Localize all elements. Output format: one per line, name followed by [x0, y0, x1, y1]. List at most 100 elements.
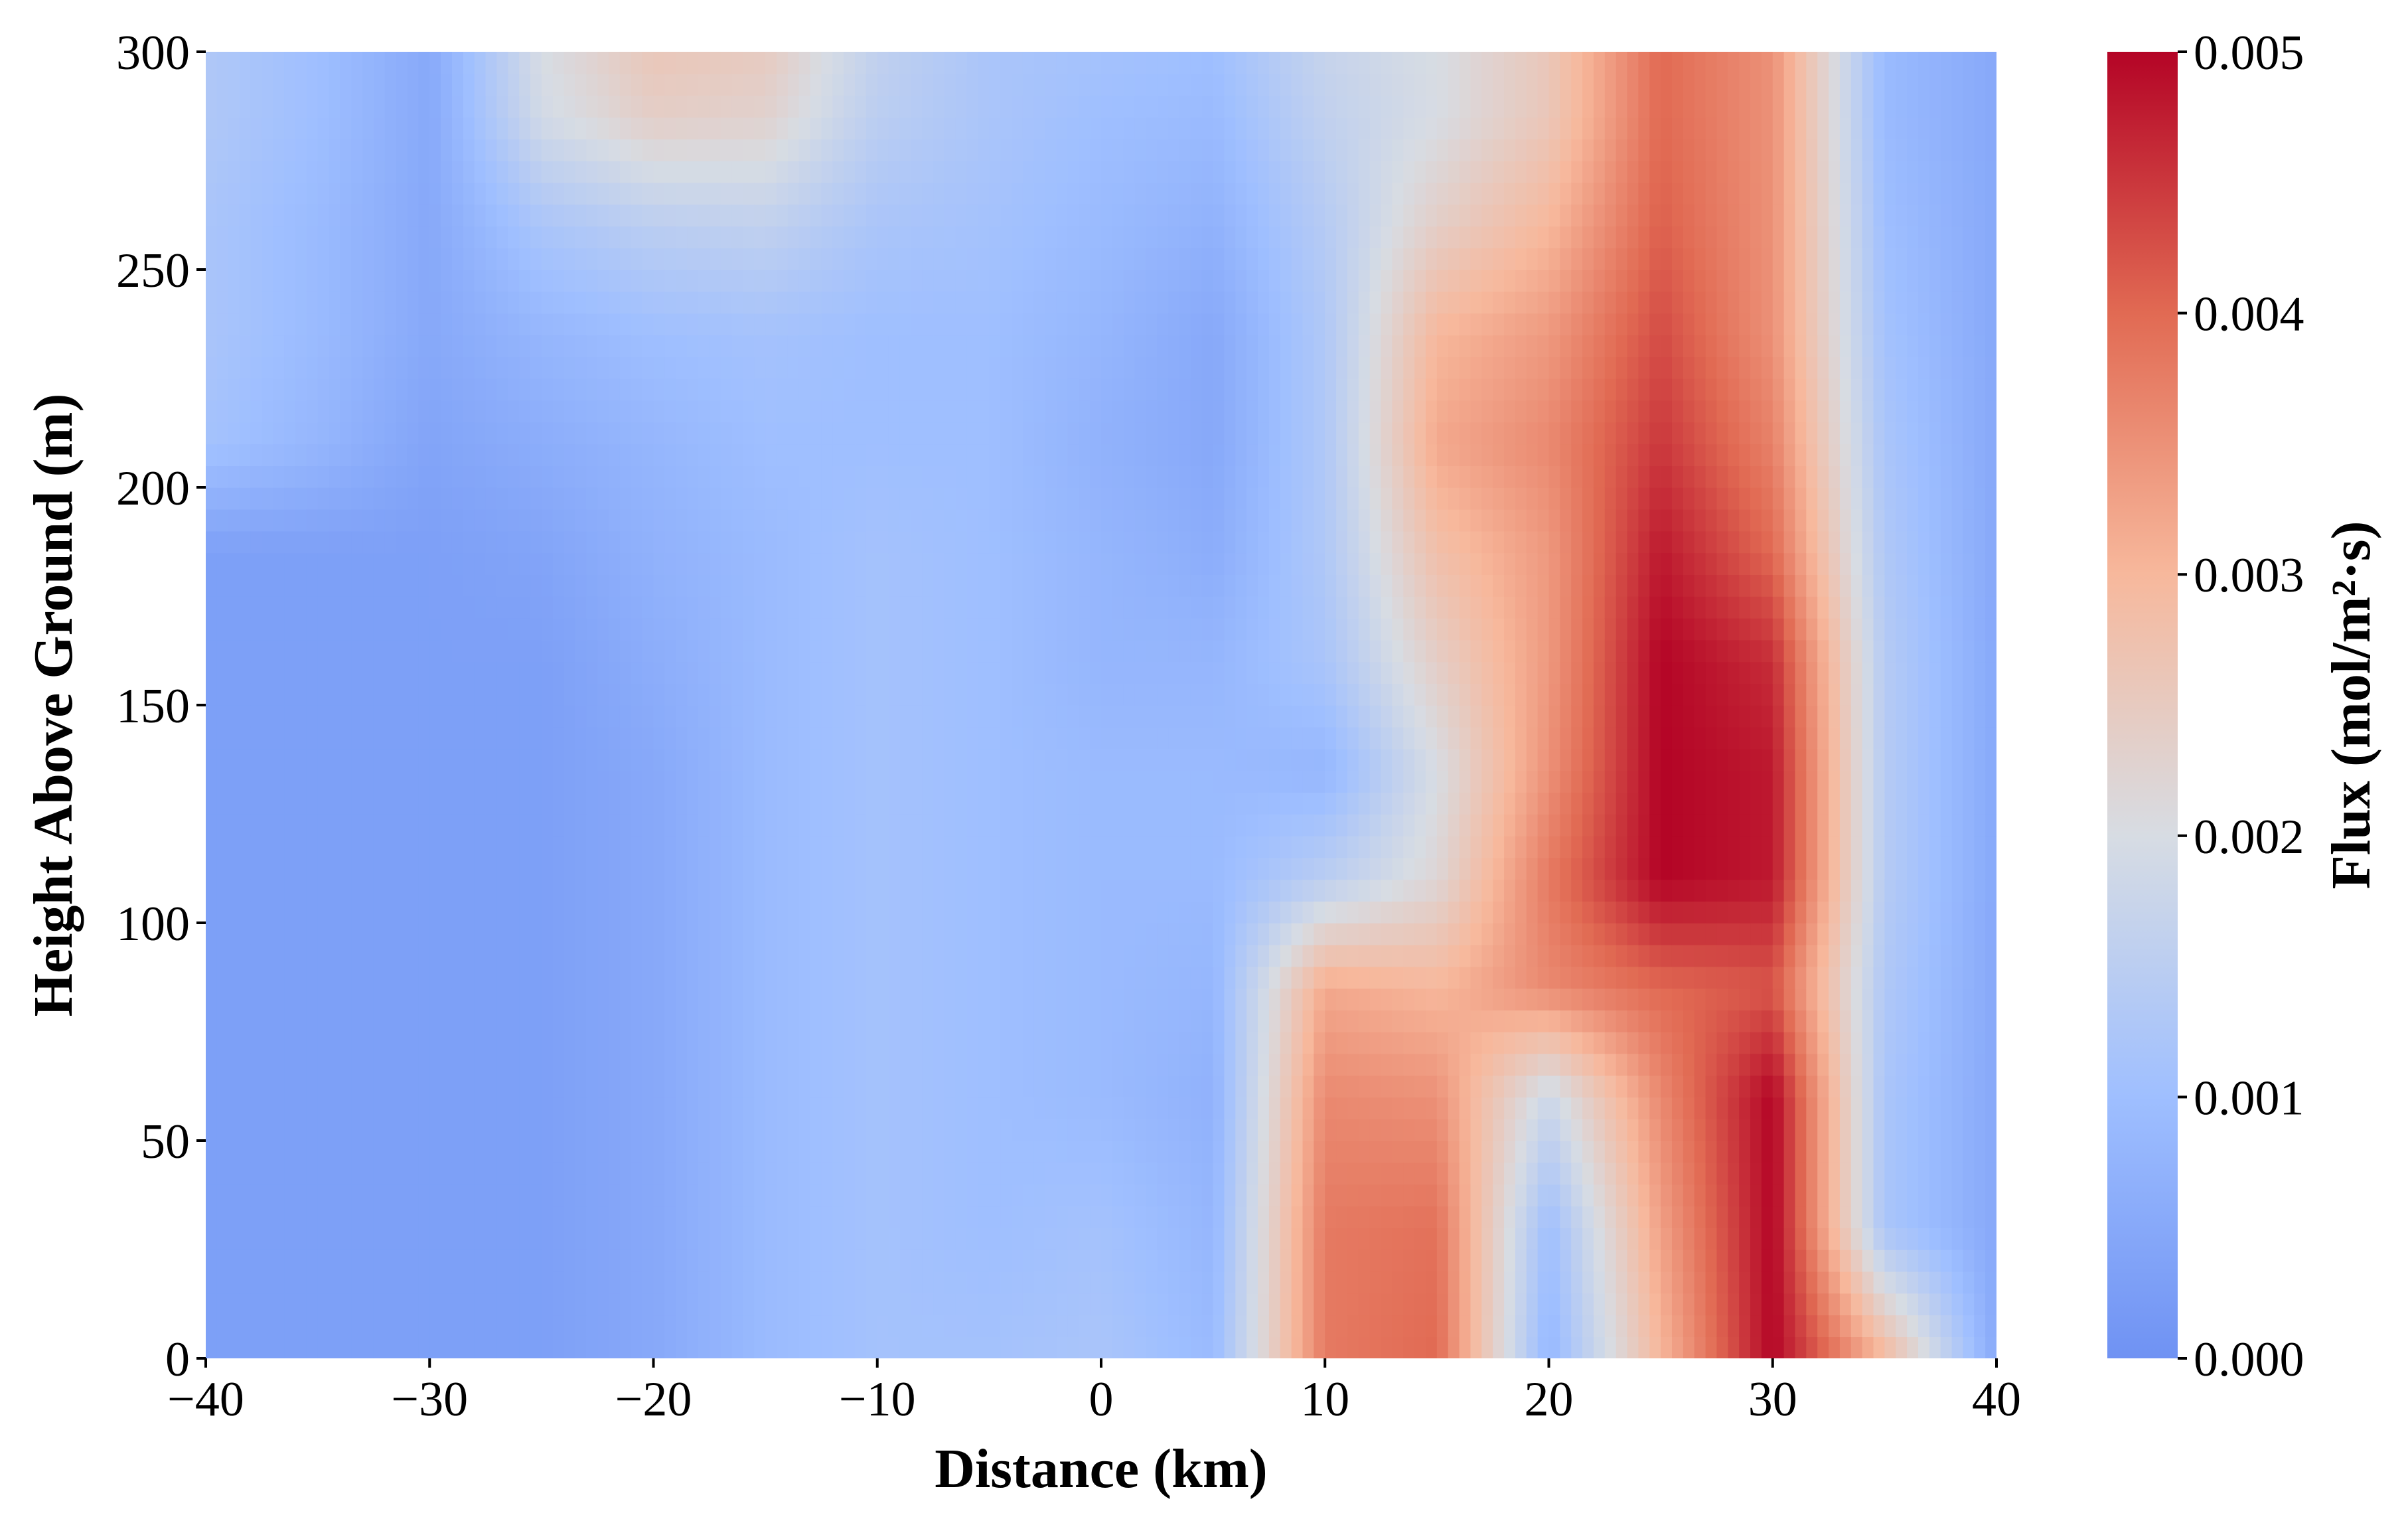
- heatmap-cell: [284, 117, 296, 139]
- heatmap-cell: [384, 248, 397, 270]
- heatmap-cell: [821, 1141, 834, 1163]
- heatmap-cell: [1000, 509, 1012, 532]
- heatmap-cell: [239, 1336, 252, 1358]
- heatmap-cell: [340, 661, 352, 684]
- heatmap-cell: [228, 487, 240, 510]
- heatmap-cell: [451, 204, 464, 227]
- heatmap-cell: [284, 770, 296, 793]
- heatmap-cell: [239, 226, 252, 248]
- heatmap-cell: [373, 792, 386, 815]
- heatmap-cell: [586, 1315, 598, 1337]
- heatmap-cell: [798, 879, 811, 902]
- heatmap-cell: [508, 248, 520, 270]
- heatmap-cell: [485, 509, 498, 532]
- heatmap-cell: [709, 617, 721, 641]
- heatmap-cell: [451, 814, 464, 837]
- heatmap-cell: [508, 1293, 520, 1316]
- heatmap-cell: [384, 1053, 397, 1076]
- heatmap-cell: [687, 73, 699, 96]
- heatmap-cell: [496, 248, 509, 270]
- heatmap-cell: [933, 117, 945, 139]
- heatmap-cell: [631, 726, 643, 750]
- heatmap-cell: [1022, 857, 1035, 880]
- heatmap-cell: [888, 1032, 901, 1054]
- heatmap-cell: [865, 204, 878, 227]
- heatmap-cell: [407, 1141, 419, 1163]
- heatmap-cell: [384, 400, 397, 423]
- heatmap-cell: [1045, 1336, 1057, 1358]
- heatmap-cell: [720, 574, 733, 597]
- heatmap-cell: [631, 335, 643, 357]
- heatmap-cell: [329, 726, 341, 750]
- heatmap-cell: [1123, 1097, 1136, 1119]
- heatmap-cell: [798, 596, 811, 619]
- heatmap-cell: [407, 683, 419, 706]
- heatmap-cell: [317, 378, 330, 401]
- heatmap-cell: [496, 182, 509, 205]
- heatmap-cell: [810, 270, 822, 292]
- heatmap-cell: [429, 1075, 441, 1098]
- heatmap-cell: [284, 1162, 296, 1185]
- heatmap-cell: [776, 1032, 789, 1054]
- heatmap-cell: [1101, 683, 1113, 706]
- heatmap-cell: [653, 988, 666, 1010]
- heatmap-cell: [1112, 378, 1124, 401]
- heatmap-cell: [731, 139, 744, 161]
- heatmap-cell: [429, 161, 441, 183]
- heatmap-cell: [262, 270, 273, 292]
- heatmap-cell: [564, 117, 576, 139]
- heatmap-cell: [978, 400, 990, 423]
- heatmap-cell: [798, 509, 811, 532]
- heatmap-cell: [295, 422, 307, 445]
- heatmap-cell: [564, 182, 576, 205]
- heatmap-cell: [1101, 161, 1113, 183]
- heatmap-cell: [1000, 661, 1012, 684]
- heatmap-cell: [1079, 248, 1091, 270]
- heatmap-cell: [687, 95, 699, 118]
- heatmap-cell: [787, 1184, 800, 1207]
- heatmap-cell: [295, 574, 307, 597]
- heatmap-cell: [351, 52, 363, 74]
- heatmap-cell: [609, 770, 621, 793]
- heatmap-cell: [463, 944, 475, 967]
- heatmap-cell: [597, 661, 609, 684]
- heatmap-cell: [1000, 1075, 1012, 1098]
- heatmap-cell: [1067, 204, 1080, 227]
- heatmap-cell: [787, 1119, 800, 1141]
- heatmap-cell: [552, 52, 565, 74]
- heatmap-cell: [687, 1293, 699, 1316]
- heatmap-cell: [273, 966, 285, 989]
- heatmap-cell: [955, 378, 968, 401]
- heatmap-cell: [239, 117, 252, 139]
- heatmap-cell: [911, 1053, 923, 1076]
- heatmap-cell: [317, 1053, 330, 1076]
- heatmap-cell: [1022, 748, 1035, 771]
- heatmap-cell: [944, 139, 956, 161]
- heatmap-cell: [1123, 52, 1136, 74]
- heatmap-cell: [273, 944, 285, 967]
- heatmap-cell: [888, 596, 901, 619]
- heatmap-cell: [821, 52, 834, 74]
- heatmap-cell: [597, 596, 609, 619]
- heatmap-cell: [844, 923, 856, 945]
- heatmap-cell: [619, 901, 632, 923]
- heatmap-cell: [519, 52, 531, 74]
- heatmap-cell: [441, 1293, 453, 1316]
- heatmap-cell: [1067, 443, 1080, 466]
- heatmap-cell: [687, 705, 699, 728]
- heatmap-cell: [451, 291, 464, 314]
- heatmap-cell: [1022, 770, 1035, 793]
- heatmap-cell: [463, 400, 475, 423]
- heatmap-cell: [429, 639, 441, 663]
- heatmap-cell: [1067, 1032, 1080, 1054]
- heatmap-cell: [216, 95, 229, 118]
- heatmap-cell: [978, 1075, 990, 1098]
- heatmap-cell: [239, 552, 252, 575]
- heatmap-cell: [351, 1075, 363, 1098]
- heatmap-cell: [362, 901, 374, 923]
- heatmap-cell: [911, 204, 923, 227]
- heatmap-cell: [642, 422, 654, 445]
- heatmap-cell: [564, 923, 576, 945]
- heatmap-cell: [407, 1293, 419, 1316]
- heatmap-cell: [239, 923, 252, 945]
